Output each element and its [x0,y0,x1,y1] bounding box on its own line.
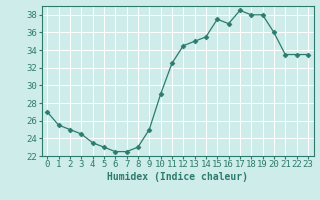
X-axis label: Humidex (Indice chaleur): Humidex (Indice chaleur) [107,172,248,182]
